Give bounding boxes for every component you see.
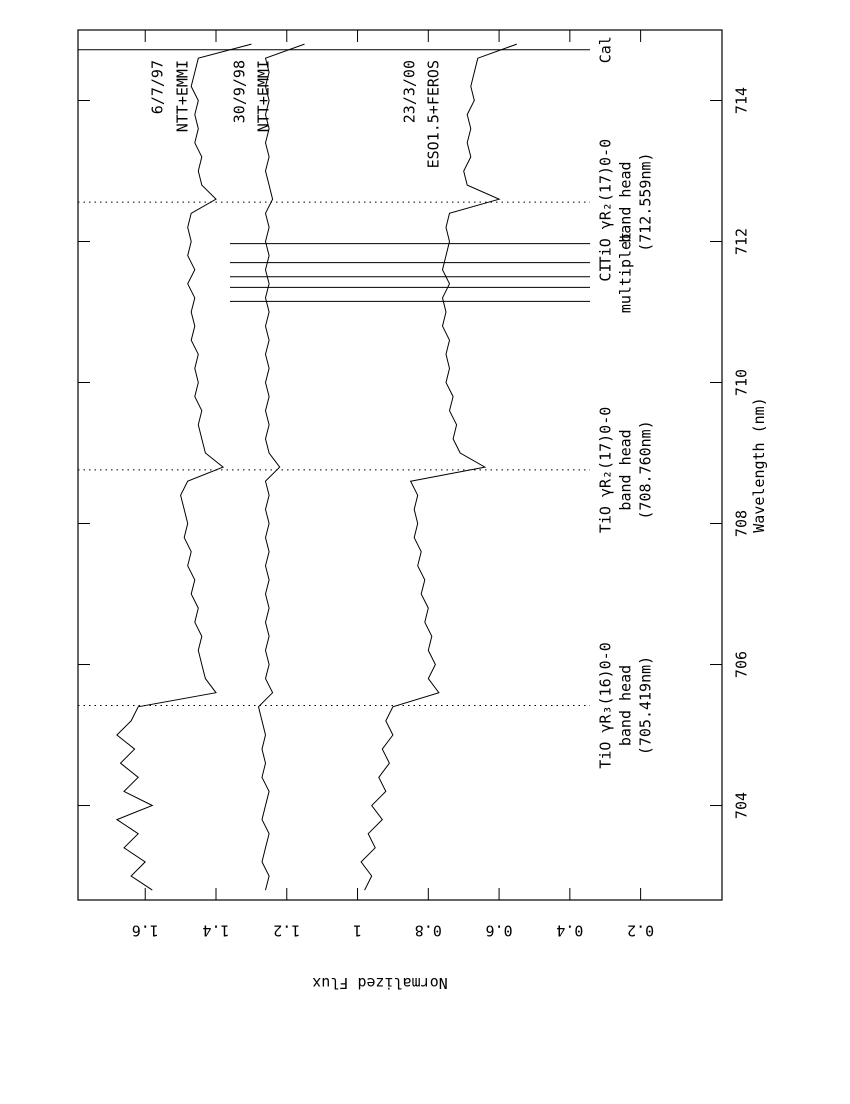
series-instrument: NTT+EMMI [174, 60, 192, 132]
series-instrument: NTT+EMMI [255, 60, 273, 132]
ci-label: CI [597, 263, 615, 281]
series-instrument: ESO1.5+FEROS [425, 60, 443, 168]
cal-label: Cal [597, 36, 615, 63]
band-head-label: TiO γR₂(17)0-0 [597, 139, 615, 265]
y-tick-label: 1.2 [273, 922, 300, 940]
series-date: 6/7/97 [149, 60, 167, 114]
y-tick-label: 1.6 [132, 922, 159, 940]
y-tick-label: 0.8 [415, 922, 442, 940]
x-tick-label: 710 [733, 369, 751, 396]
spectrum-line [257, 43, 305, 891]
y-axis-title: Normalized Flux [312, 974, 447, 992]
y-tick-label: 0.6 [486, 922, 513, 940]
x-tick-label: 712 [733, 228, 751, 255]
x-tick-label: 708 [733, 510, 751, 537]
x-tick-label: 706 [733, 651, 751, 678]
band-head-label: TiO γR₃(16)0-0 [597, 642, 615, 768]
band-head-label: TiO γR₂(17)0-0 [597, 407, 615, 533]
band-head-label: (705.419nm) [637, 656, 655, 755]
rotated-plot: Wavelength (nm) Normalized Flux 704 706 70… [77, 29, 768, 992]
y-tick-label: 1 [353, 922, 362, 940]
band-head-label: band head [617, 429, 635, 510]
x-tick-label: 714 [733, 87, 751, 114]
band-head-label: (712.559nm) [637, 152, 655, 251]
x-axis-title: Wavelength (nm) [750, 397, 768, 532]
spectrum-line [115, 43, 252, 891]
series-date: 30/9/98 [231, 60, 249, 123]
ci-label: multiplet [617, 232, 635, 313]
series-date: 23/3/00 [401, 60, 419, 123]
band-head-label: band head [617, 665, 635, 746]
spectrum-line [360, 43, 517, 891]
y-tick-label: 0.2 [627, 922, 654, 940]
y-tick-label: 1.4 [202, 922, 229, 940]
plot-frame [77, 29, 723, 901]
x-tick-label: 704 [733, 792, 751, 819]
band-head-label: (708.760nm) [637, 420, 655, 519]
band-head-label: band head [617, 161, 635, 242]
y-tick-label: 0.4 [556, 922, 583, 940]
